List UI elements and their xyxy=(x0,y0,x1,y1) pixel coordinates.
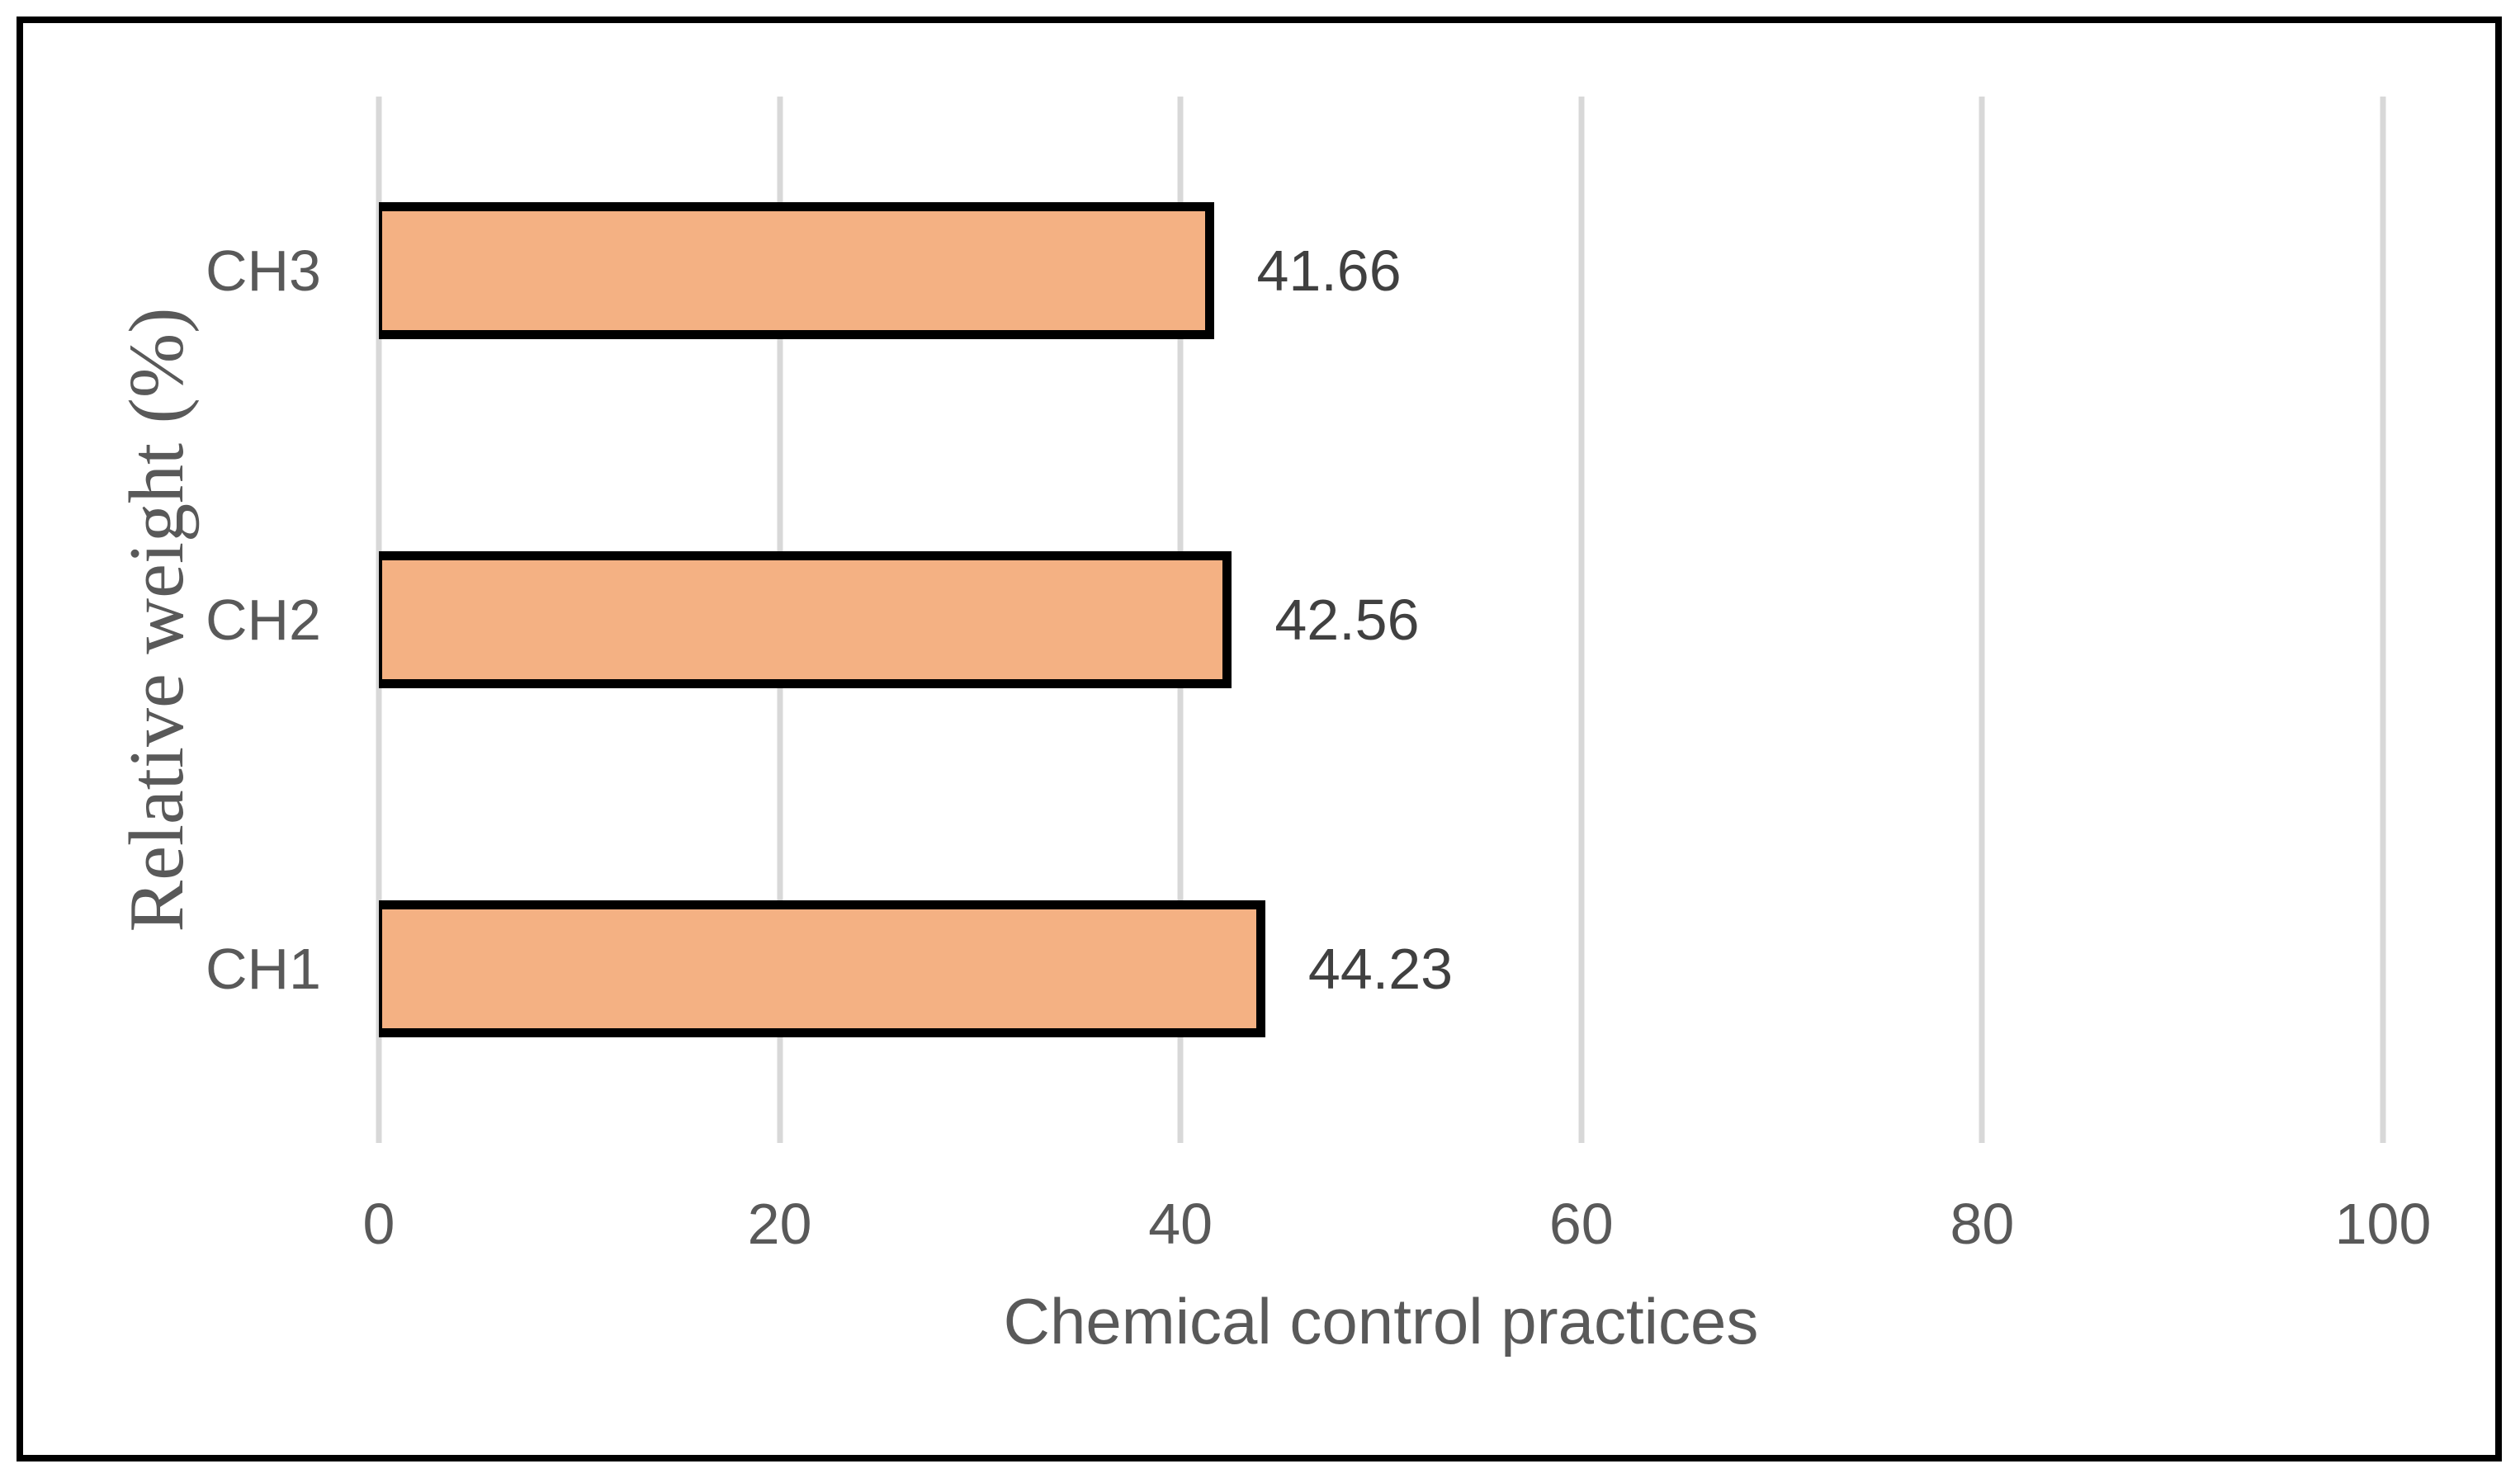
x-tick-80: 80 xyxy=(1950,1192,2015,1256)
gridline-x-60 xyxy=(1578,97,1585,1143)
x-tick-40: 40 xyxy=(1148,1192,1213,1256)
x-tick-0: 0 xyxy=(362,1192,395,1256)
gridline-x-100 xyxy=(2380,97,2386,1143)
value-label-ch2: 42.56 xyxy=(1274,588,1420,652)
value-label-ch3: 41.66 xyxy=(1256,238,1402,304)
x-axis-title: Chemical control practices xyxy=(1003,1285,1759,1358)
x-axis-tick-labels: 0 20 40 60 80 100 xyxy=(363,1192,2432,1261)
x-tick-100: 100 xyxy=(2334,1192,2432,1256)
x-tick-20: 20 xyxy=(747,1192,812,1256)
y-axis-title: Relative weight (%) xyxy=(114,307,200,933)
value-label-ch1: 44.23 xyxy=(1307,936,1454,1001)
bar-ch2[interactable] xyxy=(379,551,1232,688)
category-label-ch3: CH3 xyxy=(205,238,321,304)
bar-ch3[interactable] xyxy=(379,202,1214,340)
gridline-x-80 xyxy=(1979,97,1985,1143)
bar-ch1[interactable] xyxy=(379,900,1265,1037)
plot-area: CH3 41.66 CH2 42.56 CH1 44.23 xyxy=(206,97,2386,1143)
x-tick-60: 60 xyxy=(1548,1192,1614,1256)
category-label-ch1: CH1 xyxy=(205,936,321,1001)
category-label-ch2: CH2 xyxy=(205,588,321,652)
